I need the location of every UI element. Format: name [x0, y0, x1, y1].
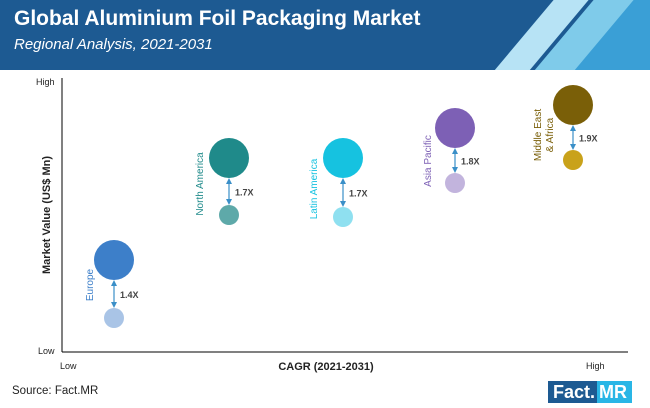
region-label-line: Europe: [85, 268, 96, 301]
y-tick-low: Low: [38, 346, 55, 356]
factmr-logo: Fact. MR: [548, 381, 633, 403]
bubble-2021-latin-america: [333, 207, 353, 227]
bubble-2021-north-america: [219, 205, 239, 225]
bubble-2031-north-america: [209, 138, 249, 178]
multiplier-label-asia-pacific: 1.8X: [461, 157, 480, 167]
chart-marks: 1.4X Europe 1.7X North America 1.7X Latin Ame…: [85, 85, 598, 328]
region-label-line: & Africa: [545, 117, 556, 152]
region-label-line: Asia Pacific: [423, 135, 434, 187]
logo-part-1: Fact.: [548, 381, 598, 403]
region-label-line: North America: [195, 152, 206, 216]
y-axis-label: Market Value (US$ Mn): [41, 156, 53, 274]
source-note: Source: Fact.MR: [12, 385, 99, 397]
logo-part-2: MR: [597, 381, 633, 403]
x-tick-high: High: [586, 361, 605, 371]
bubble-2031-middle-east-africa: [553, 85, 593, 125]
multiplier-label-middle-east-africa: 1.9X: [579, 134, 598, 144]
region-label-line: Latin America: [309, 158, 320, 219]
region-label-line: Middle East: [533, 109, 544, 161]
bubble-2021-asia-pacific: [445, 173, 465, 193]
bubble-2031-europe: [94, 240, 134, 280]
bubble-2031-asia-pacific: [435, 108, 475, 148]
multiplier-label-latin-america: 1.7X: [349, 189, 368, 199]
chart-area: High Low Low High CAGR (2021-2031) Marke…: [36, 77, 628, 373]
x-axis-label: CAGR (2021-2031): [278, 361, 374, 373]
region-label-latin-america: Latin America: [309, 158, 320, 219]
y-tick-high: High: [36, 77, 55, 87]
multiplier-label-europe: 1.4X: [120, 290, 139, 300]
chart-title: Global Aluminium Foil Packaging Market: [14, 7, 421, 30]
bubble-2031-latin-america: [323, 138, 363, 178]
header-banner: Global Aluminium Foil Packaging Market R…: [0, 0, 650, 70]
multiplier-label-north-america: 1.7X: [235, 188, 254, 198]
region-label-middle-east-africa: Middle East& Africa: [533, 109, 556, 161]
region-label-europe: Europe: [85, 268, 96, 301]
region-label-asia-pacific: Asia Pacific: [423, 135, 434, 187]
bubble-2021-middle-east-africa: [563, 150, 583, 170]
chart-subtitle: Regional Analysis, 2021-2031: [14, 36, 213, 53]
region-label-north-america: North America: [195, 152, 206, 216]
x-tick-low: Low: [60, 361, 77, 371]
bubble-2021-europe: [104, 308, 124, 328]
